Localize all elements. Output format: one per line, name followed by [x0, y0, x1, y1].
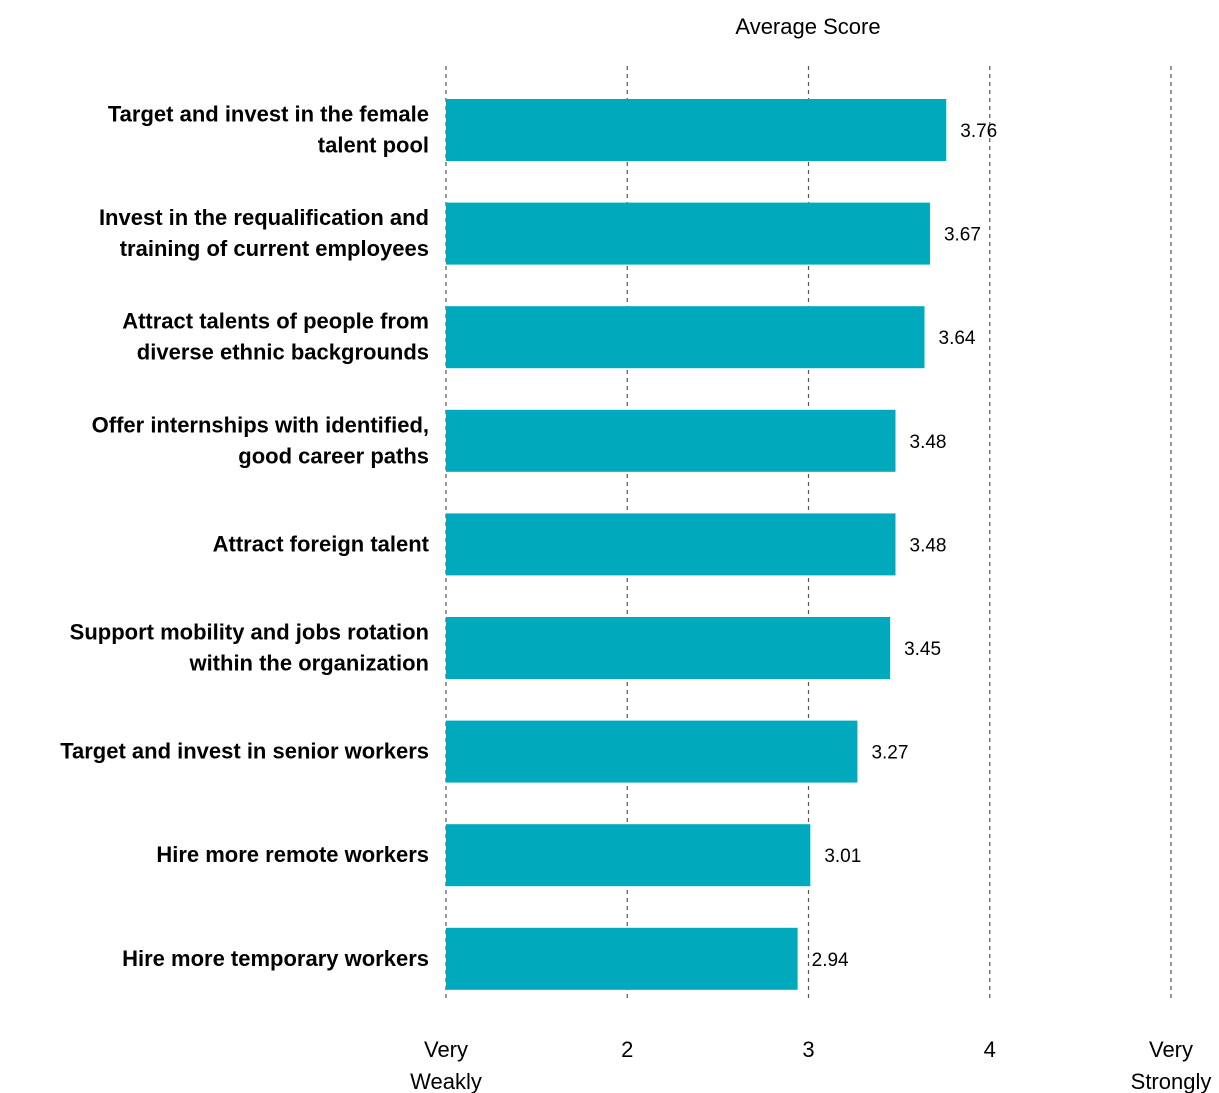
bars: [446, 99, 947, 990]
chart-title: Average Score: [735, 14, 880, 39]
bar: [446, 617, 891, 679]
category-label: Target and invest in senior workers: [60, 739, 429, 764]
value-label: 3.48: [910, 432, 947, 453]
bar: [446, 927, 798, 990]
value-label: 3.64: [939, 328, 976, 349]
x-tick-label: 2: [621, 1037, 633, 1062]
category-label: Attract talents of people from diverse et…: [122, 309, 429, 365]
bar: [446, 306, 925, 369]
x-tick-label: 3: [802, 1037, 814, 1062]
value-label: 3.48: [910, 535, 947, 556]
tick-labels: Very Weakly 2 3 4 Very Strongly: [410, 1037, 1211, 1093]
value-label: 3.45: [904, 639, 941, 660]
value-label: 3.76: [960, 121, 997, 142]
bar: [446, 824, 811, 887]
category-label: Attract foreign talent: [213, 531, 430, 556]
value-labels: 3.76 3.67 3.64 3.48 3.48 3.45 3.27 3.01 2.94: [812, 121, 998, 971]
category-label: Support mobility and jobs rotation within…: [70, 620, 429, 676]
category-label: Target and invest in the female talent po…: [108, 102, 429, 158]
x-tick-label: Very Weakly: [410, 1037, 482, 1093]
x-tick-label: 4: [984, 1037, 996, 1062]
value-label: 3.27: [871, 743, 908, 764]
value-label: 2.94: [812, 950, 849, 971]
category-label: Invest in the requalification and trainin…: [99, 205, 429, 261]
bar: [446, 202, 930, 265]
value-label: 3.01: [824, 846, 861, 867]
value-label: 3.67: [944, 225, 981, 246]
category-label: Hire more remote workers: [156, 842, 429, 867]
bar: [446, 720, 858, 783]
category-label: Hire more temporary workers: [122, 946, 429, 971]
category-labels: Target and invest in the female talent po…: [60, 102, 429, 971]
category-label: Offer internships with identified, good c…: [92, 412, 429, 468]
x-tick-label: Very Strongly: [1131, 1037, 1212, 1093]
bar: [446, 513, 896, 576]
bar: [446, 99, 947, 161]
bar: [446, 409, 896, 472]
